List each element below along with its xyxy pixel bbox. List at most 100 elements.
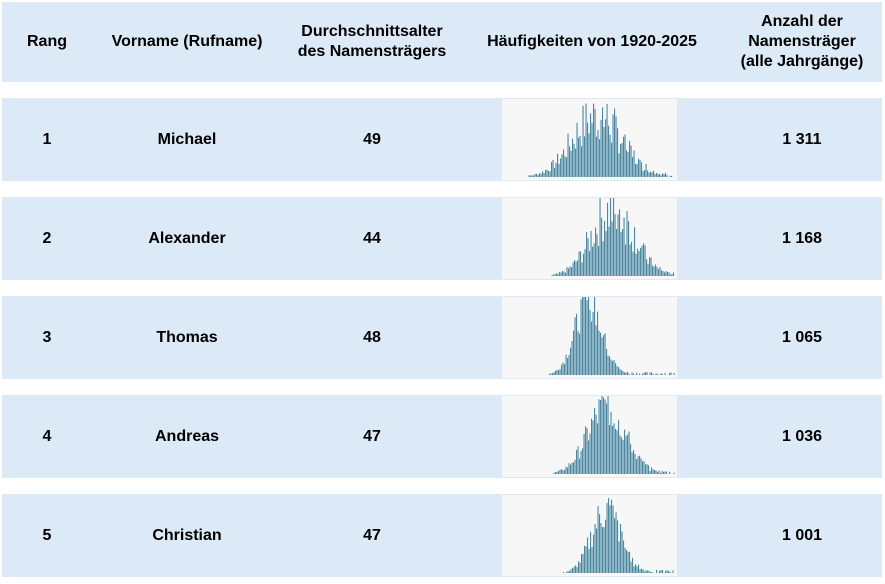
histogram-bar — [575, 261, 577, 276]
histogram-bar — [620, 232, 622, 276]
histogram-bar — [606, 502, 608, 573]
histogram-bar — [580, 251, 582, 276]
histogram-bar — [564, 469, 566, 474]
histogram-bar — [548, 171, 550, 177]
histogram-bar — [614, 214, 616, 276]
histogram-bar — [650, 171, 652, 177]
histogram-bar — [607, 396, 609, 474]
histogram-bar — [578, 561, 580, 573]
histogram-bar — [545, 170, 547, 177]
histogram-bar — [648, 172, 650, 177]
histogram-svg — [528, 103, 673, 177]
histogram-bar — [601, 337, 603, 375]
histogram-bar — [552, 373, 554, 375]
header-first-name: Vorname (Rufname) — [111, 33, 263, 50]
histogram-bar — [589, 251, 591, 276]
histogram-bar — [583, 297, 585, 375]
histogram-bar — [558, 471, 560, 474]
histogram-bar — [579, 562, 581, 573]
histogram-bar — [589, 310, 591, 375]
histogram-bar — [576, 122, 578, 177]
histogram-bar — [661, 470, 663, 474]
histogram-bar — [602, 241, 604, 276]
histogram-bar — [568, 268, 570, 276]
name-cell: Michael — [157, 130, 217, 148]
histogram-bar — [638, 251, 640, 276]
histogram-bar — [610, 411, 612, 474]
histogram-bar — [579, 333, 581, 375]
table-row: 5 Christian 47 1 001 — [2, 494, 882, 577]
histogram-bar — [646, 372, 648, 375]
histogram-bar — [671, 274, 673, 276]
histogram-bar — [567, 133, 569, 177]
histogram-bar — [627, 152, 629, 177]
histogram-bar — [601, 217, 603, 276]
histogram-bar — [622, 440, 624, 474]
histogram-bar — [617, 214, 619, 276]
histogram-bar — [591, 418, 593, 474]
histogram-bar — [565, 466, 567, 474]
histogram-bar — [609, 505, 611, 573]
histogram-bar — [661, 373, 663, 375]
histogram-bar — [669, 471, 671, 474]
frequency-histogram — [502, 495, 677, 576]
histogram-bar — [639, 569, 641, 573]
histogram-bar — [654, 470, 656, 474]
histogram-svg — [549, 297, 675, 375]
histogram-bar — [549, 171, 551, 177]
histogram-bar — [582, 105, 584, 177]
rank-cell: 5 — [42, 526, 52, 544]
histogram-bar — [630, 561, 632, 573]
age-cell: 48 — [363, 328, 381, 346]
histogram-bar — [625, 372, 627, 375]
histogram-bar — [657, 471, 659, 474]
histogram-bar — [553, 472, 555, 474]
table-row: 4 Andreas 47 1 036 — [2, 395, 882, 478]
histogram-bar — [543, 173, 545, 177]
histogram-bar — [624, 134, 626, 177]
histogram-bar — [570, 150, 572, 177]
histogram-bar — [637, 248, 639, 276]
histogram-bar — [641, 162, 643, 177]
histogram-bar — [649, 372, 651, 375]
histogram-bar — [591, 123, 593, 177]
histogram-bar — [562, 271, 564, 276]
histogram-bar — [596, 234, 598, 276]
histogram-bar — [575, 148, 577, 177]
histogram-bar — [565, 354, 567, 375]
count-cell: 1 065 — [781, 328, 823, 346]
histogram-bar — [618, 420, 620, 474]
histogram-bar — [623, 217, 625, 276]
histogram-bar — [585, 103, 587, 177]
histogram-bar — [560, 272, 562, 276]
histogram-bar — [592, 420, 594, 474]
histogram-bar — [636, 459, 638, 474]
histogram-bar — [563, 271, 565, 276]
histogram-bar — [571, 267, 573, 276]
histogram-bar — [556, 273, 558, 276]
histogram-bar — [598, 399, 600, 474]
histogram-bar — [666, 174, 668, 177]
histogram-bar — [561, 469, 563, 474]
histogram-bar — [528, 175, 530, 177]
histogram-bar — [554, 168, 556, 177]
count-cell: 1 036 — [781, 427, 823, 445]
histogram-bar — [655, 373, 657, 375]
header-rank: Rang — [27, 33, 67, 50]
histogram-bar — [637, 456, 639, 474]
histogram-bar — [624, 372, 626, 375]
histogram-bar — [573, 566, 575, 573]
histogram-bar — [577, 446, 579, 474]
histogram-bar — [644, 170, 646, 177]
histogram-bar — [597, 506, 599, 573]
histogram-bar — [634, 454, 636, 474]
histogram-bar — [644, 571, 646, 573]
histogram-bar — [638, 158, 640, 177]
histogram-bar — [569, 146, 571, 177]
histogram-bar — [569, 266, 571, 276]
histogram-bar — [622, 371, 624, 375]
histogram-bar — [669, 571, 671, 573]
histogram-bar — [570, 347, 572, 375]
histogram-bar — [654, 174, 656, 177]
